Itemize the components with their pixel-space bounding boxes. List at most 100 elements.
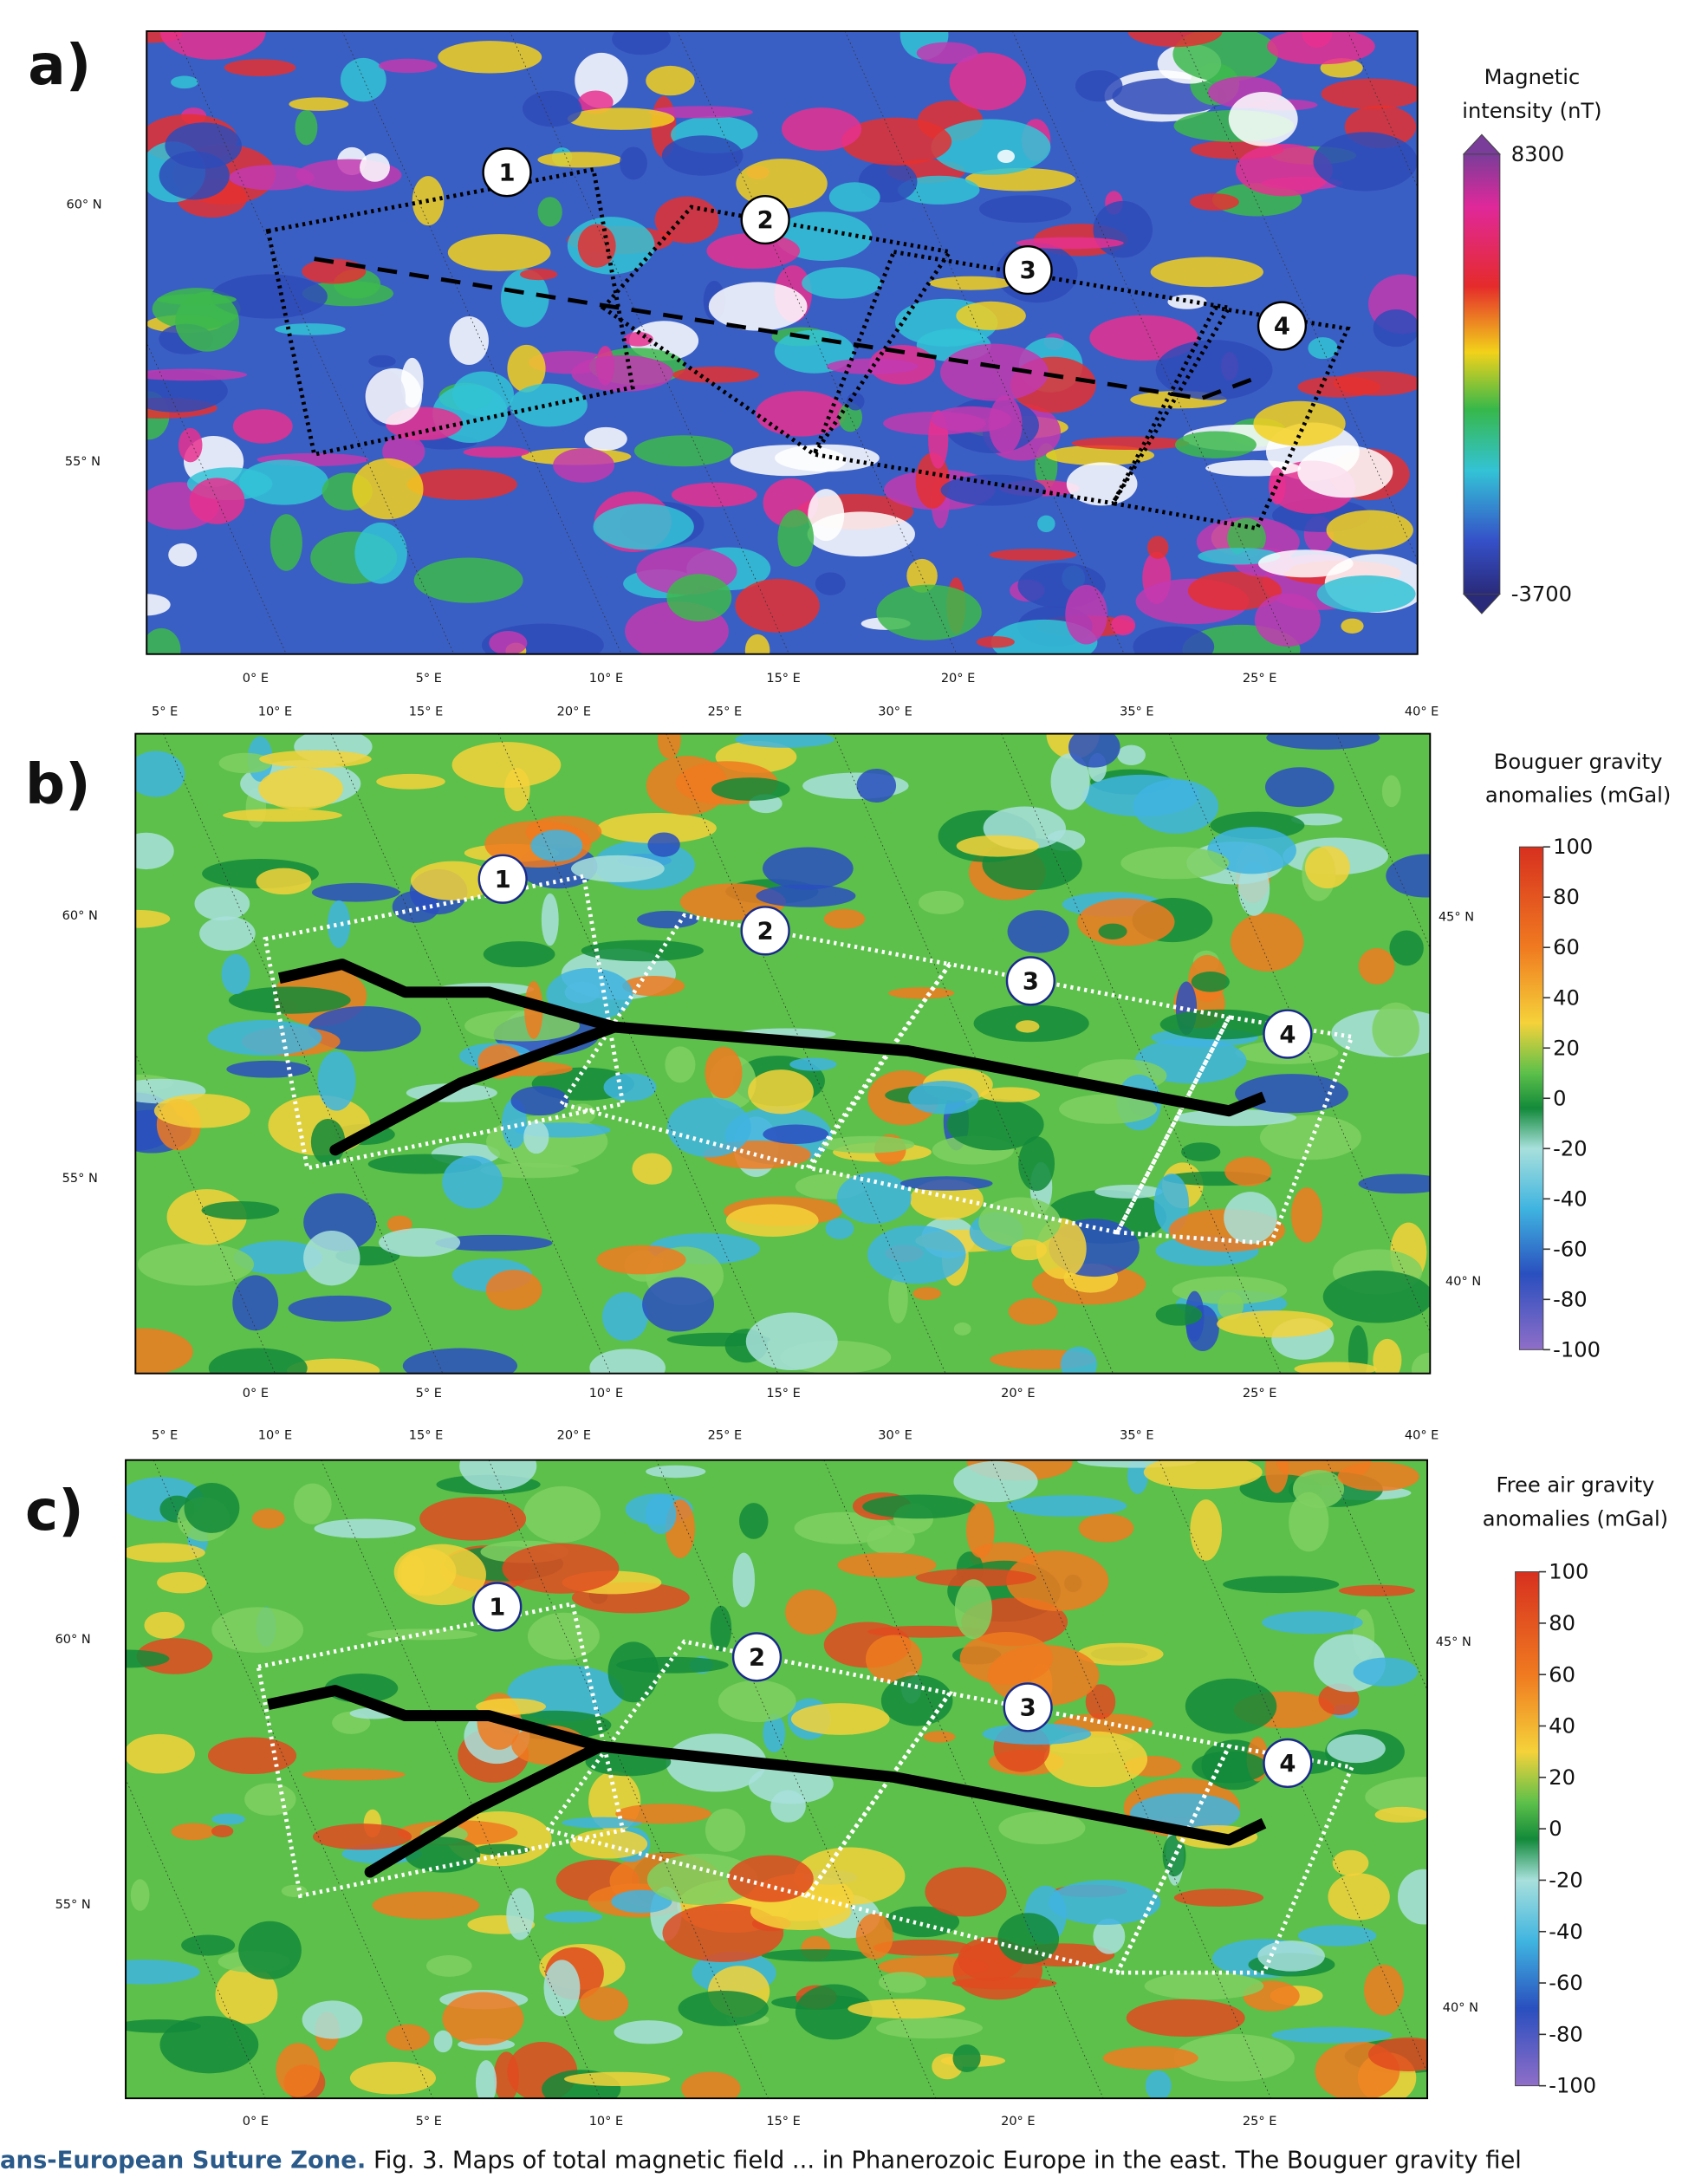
map-texture <box>898 175 980 205</box>
colorbar-title: anomalies (mGal) <box>1485 783 1671 808</box>
map-texture <box>1191 972 1230 992</box>
map-texture <box>507 344 546 393</box>
lon-label: 5° E <box>416 1387 442 1401</box>
map-texture <box>1224 1156 1272 1186</box>
map-texture <box>603 1073 657 1102</box>
map-texture <box>1291 813 1343 826</box>
map-texture <box>1102 2046 1198 2070</box>
map-texture <box>312 1823 412 1850</box>
profile-box <box>543 1639 954 1899</box>
box-marker <box>731 1632 783 1682</box>
map-texture <box>645 1494 677 1534</box>
map-texture <box>480 1162 579 1179</box>
map-texture <box>1365 1777 1428 1817</box>
map-texture <box>581 939 705 962</box>
map-texture <box>226 1060 311 1078</box>
map-texture <box>577 224 616 268</box>
colorbar <box>1518 846 1544 1350</box>
map-texture <box>1297 1925 1377 1947</box>
lon-label: 30° E <box>878 705 912 719</box>
map-texture <box>777 510 815 567</box>
map-texture <box>1308 337 1338 360</box>
map-texture <box>1143 1459 1263 1490</box>
map-texture <box>661 135 744 176</box>
map-texture <box>1389 930 1424 966</box>
map-texture <box>646 65 695 96</box>
map-texture <box>646 1853 758 1906</box>
map-texture <box>846 392 865 411</box>
map-texture <box>201 1200 280 1220</box>
map-texture <box>438 41 542 74</box>
map-texture <box>544 1910 603 1923</box>
map-texture <box>781 107 862 151</box>
map-texture <box>932 406 1012 432</box>
box-number: 4 <box>1274 314 1290 341</box>
map-texture <box>386 2024 430 2051</box>
map-texture <box>367 1628 477 1641</box>
lon-label: 10° E <box>589 2115 623 2129</box>
map-texture <box>953 1460 1038 1503</box>
suture-line <box>277 959 1266 1117</box>
colorbar-tick-label: -20 <box>1553 1136 1587 1160</box>
map-texture <box>647 106 753 119</box>
colorbar-tick-label: 20 <box>1549 1765 1575 1790</box>
map-texture <box>1059 1094 1158 1124</box>
lon-label: 20° E <box>557 705 591 719</box>
map-texture <box>912 1287 942 1301</box>
map-texture <box>1264 767 1335 808</box>
map-texture <box>1185 1678 1277 1734</box>
map-texture <box>1386 854 1431 898</box>
map-texture <box>553 448 615 483</box>
colorbar-title: intensity (nT) <box>1462 99 1601 123</box>
map-texture <box>756 391 847 437</box>
map-texture <box>1089 315 1198 361</box>
map-texture <box>232 1275 279 1331</box>
map-texture <box>1218 1291 1244 1320</box>
map-texture <box>567 107 675 130</box>
lon-label: 5° E <box>152 705 178 719</box>
map-texture <box>1145 2070 1172 2099</box>
map-texture <box>647 832 680 857</box>
map-texture <box>616 1656 729 1674</box>
map-texture <box>611 1889 672 1914</box>
map-texture <box>1037 515 1055 533</box>
lon-label: 25° E <box>708 1428 742 1442</box>
map-texture <box>899 1176 993 1191</box>
map-texture <box>790 1703 890 1735</box>
map-texture <box>259 750 372 768</box>
map-texture <box>1372 1002 1419 1057</box>
map-texture <box>1127 1459 1148 1494</box>
map-texture <box>365 367 422 426</box>
map-texture <box>735 733 835 748</box>
map-texture <box>1290 1187 1323 1243</box>
map-texture <box>126 1733 195 1774</box>
map-texture <box>931 119 1051 175</box>
map-texture <box>137 1243 255 1286</box>
panel-label: a) <box>28 33 91 98</box>
map-texture <box>642 1277 714 1332</box>
colorbar-tick-label: -3700 <box>1511 582 1572 607</box>
map-texture <box>1068 733 1120 768</box>
graticule <box>1001 733 1282 1374</box>
lon-label: 20° E <box>1001 1387 1035 1401</box>
map-texture <box>452 371 514 417</box>
map-texture <box>239 459 329 505</box>
lon-label: 20° E <box>941 672 975 686</box>
map-texture <box>289 97 349 111</box>
colorbar-tick-label: 60 <box>1549 1662 1575 1687</box>
map-texture <box>238 1921 302 1979</box>
map-texture <box>1015 1020 1040 1033</box>
map-texture <box>476 1698 546 1715</box>
map-texture <box>1010 1238 1048 1261</box>
lon-label: 25° E <box>1243 2115 1276 2129</box>
map-texture <box>888 987 955 999</box>
map-texture <box>597 813 717 844</box>
caption-text: Fig. 3. Maps of total magnetic field ...… <box>366 2148 1522 2174</box>
map-texture <box>251 1508 285 1529</box>
box-marker <box>1257 301 1308 351</box>
map-texture <box>1077 1642 1164 1666</box>
map-texture <box>1327 1734 1386 1764</box>
map-texture <box>966 1502 995 1558</box>
map-texture <box>876 2017 983 2039</box>
map-texture <box>1231 913 1304 972</box>
